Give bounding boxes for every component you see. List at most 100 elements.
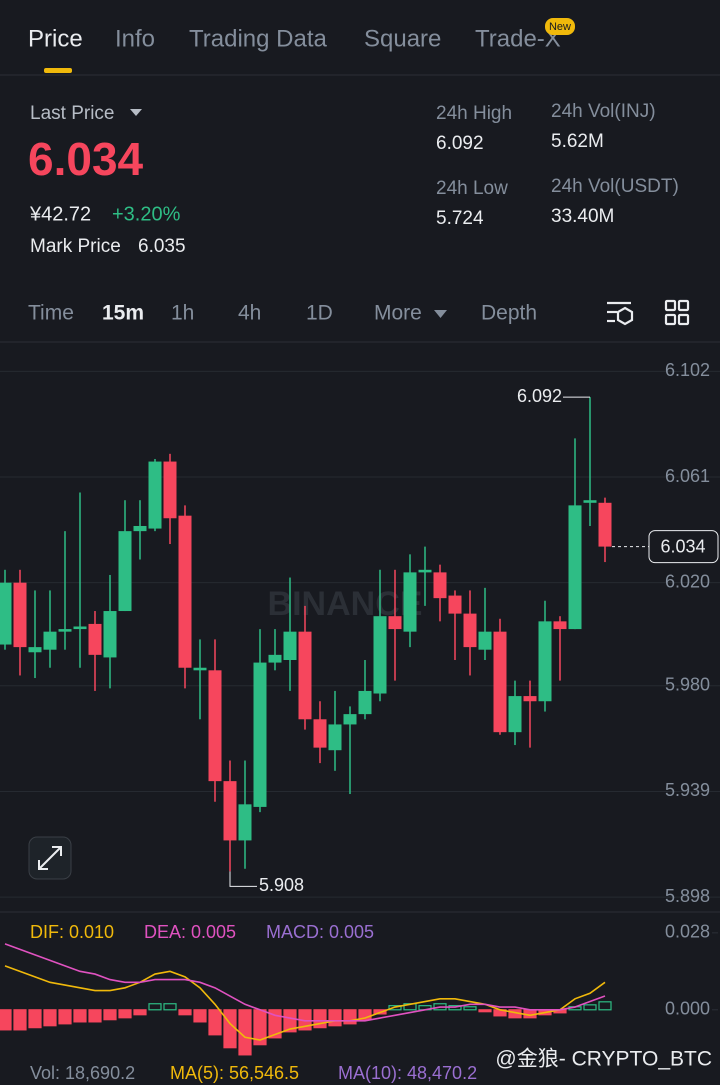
candle-body xyxy=(478,631,492,650)
candle-body xyxy=(283,631,297,661)
macd-bar xyxy=(103,1009,117,1021)
candle-body xyxy=(508,696,522,733)
candle-body xyxy=(223,781,237,841)
y-tick-label: 6.102 xyxy=(665,360,710,380)
macd-bar xyxy=(208,1009,222,1036)
macd-bar xyxy=(88,1009,102,1023)
volume-legend: Vol: 18,690.2 xyxy=(30,1063,135,1083)
last-price: 6.034 xyxy=(28,133,144,185)
candle-body xyxy=(253,662,267,807)
candle-body xyxy=(343,714,357,725)
interval[interactable]: Depth xyxy=(481,302,537,325)
candle-body xyxy=(373,616,387,694)
layout-icon[interactable] xyxy=(664,299,690,326)
mark-price: 6.035 xyxy=(138,236,186,257)
macd-line xyxy=(4,965,606,1041)
macd-bar xyxy=(28,1009,42,1029)
tab[interactable]: Price xyxy=(28,25,83,52)
stat-value: 5.62M xyxy=(551,131,604,152)
y-tick-label: 0.028 xyxy=(665,922,710,942)
candle-body xyxy=(43,631,57,650)
macd-chart: 0.028 0.000 DIF: 0.010 DEA: 0.005 MACD: 0.00… xyxy=(0,922,718,1056)
candle-body xyxy=(178,515,192,668)
candle-body xyxy=(358,690,372,715)
macd-bar xyxy=(43,1009,57,1027)
macd-bar xyxy=(238,1009,252,1056)
macd-bar xyxy=(163,1003,177,1011)
last-price-label: 6.034 xyxy=(660,536,705,556)
candle-body xyxy=(388,616,402,630)
macd-bar xyxy=(148,1003,162,1011)
y-tick-label: 5.898 xyxy=(665,886,710,906)
candle-body xyxy=(448,595,462,614)
tab[interactable]: Square xyxy=(364,25,441,52)
macd-bar xyxy=(478,1009,492,1013)
interval[interactable]: More xyxy=(374,302,422,325)
candle-body xyxy=(418,569,432,573)
y-tick-label: 5.939 xyxy=(665,780,710,800)
macd-bar xyxy=(178,1009,192,1016)
candle-body xyxy=(238,804,252,841)
y-tick-label: 6.020 xyxy=(665,571,710,591)
y-tick-label: 0.000 xyxy=(665,999,710,1019)
candle-body xyxy=(88,623,102,655)
legend-entry: DIF: 0.010 xyxy=(30,922,114,942)
stat-label: 24h Vol(INJ) xyxy=(551,101,656,122)
tab[interactable]: Trading Data xyxy=(189,25,328,52)
interval[interactable]: 1h xyxy=(171,302,194,325)
interval[interactable]: 15m xyxy=(102,302,144,325)
interval[interactable]: Time xyxy=(28,302,74,325)
macd-bar xyxy=(358,1009,372,1021)
last-price-label[interactable]: Last Price xyxy=(30,103,114,124)
expand-button[interactable] xyxy=(28,836,72,880)
macd-bar xyxy=(118,1009,132,1019)
price-change: +3.20% xyxy=(112,203,181,225)
candle-body xyxy=(133,525,147,532)
macd-line xyxy=(4,943,606,1022)
volume-legend: MA(5): 56,546.5 xyxy=(170,1063,299,1083)
dropdown-caret xyxy=(434,310,447,318)
candle-body xyxy=(568,505,582,630)
candle-body xyxy=(208,670,222,782)
interval[interactable]: 4h xyxy=(238,302,261,325)
last-price-box xyxy=(648,530,719,564)
new-badge-text: New xyxy=(549,21,571,33)
candle-body xyxy=(0,582,12,645)
candle-body xyxy=(523,696,537,702)
candle-body xyxy=(268,654,282,663)
interval[interactable]: 1D xyxy=(306,302,333,325)
candle-body xyxy=(583,500,597,503)
new-badge xyxy=(545,18,575,35)
stat-label: 24h Low xyxy=(436,178,508,199)
tab-indicator xyxy=(44,68,72,73)
volume-legend: MA(10): 48,470.2 xyxy=(338,1063,477,1083)
macd-bar xyxy=(463,1006,477,1011)
stat-value: 5.724 xyxy=(436,208,484,229)
candle-body xyxy=(28,647,42,653)
macd-bar xyxy=(13,1009,27,1031)
candle-body xyxy=(433,572,447,599)
price-chart: BINANCE 6.1026.0616.0205.9805.9395.8986.… xyxy=(0,360,720,906)
stat-label: 24h High xyxy=(436,103,512,124)
candle-body xyxy=(313,719,327,748)
candle-body xyxy=(73,626,87,630)
legend-entry: MACD: 0.005 xyxy=(266,922,374,942)
mark-price-label: Mark Price xyxy=(30,236,121,257)
candle-body xyxy=(328,724,342,751)
macd-bar xyxy=(223,1009,237,1049)
candle-body xyxy=(553,621,567,630)
cny-price: ¥42.72 xyxy=(29,203,91,225)
stat-value: 33.40M xyxy=(551,206,614,227)
tab[interactable]: Info xyxy=(115,25,155,52)
indicator-icon[interactable] xyxy=(607,301,634,326)
candle-body xyxy=(193,667,207,671)
candle-body xyxy=(598,502,612,547)
candle-body xyxy=(103,611,117,658)
macd-bar xyxy=(58,1009,72,1025)
macd-bar xyxy=(598,1001,612,1011)
macd-bar xyxy=(583,1004,597,1011)
candle-body xyxy=(58,629,72,632)
legend-entry: DEA: 0.005 xyxy=(144,922,236,942)
candle-body xyxy=(118,531,132,612)
y-tick-label: 6.061 xyxy=(665,466,710,486)
